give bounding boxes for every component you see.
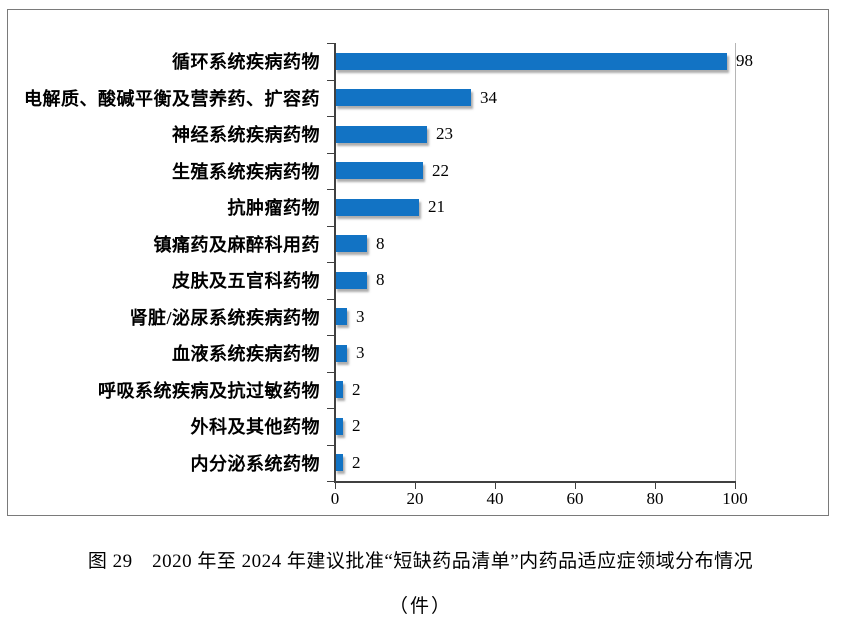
value-label: 2 bbox=[352, 452, 361, 472]
value-label: 3 bbox=[356, 343, 365, 363]
category-label: 血液系统疾病药物 bbox=[172, 344, 320, 365]
x-axis-tick-label: 0 bbox=[330, 489, 340, 508]
y-axis-tick bbox=[327, 152, 335, 154]
x-axis-tick-label: 40 bbox=[486, 489, 504, 508]
y-axis-tick bbox=[327, 408, 335, 409]
bar bbox=[335, 235, 367, 252]
chart-row: 抗肿瘤药物 21 bbox=[0, 189, 841, 226]
x-axis-tick-label: 100 bbox=[722, 489, 748, 508]
bar bbox=[335, 454, 343, 471]
bar bbox=[335, 381, 343, 398]
value-label: 8 bbox=[376, 270, 385, 290]
category-label: 抗肿瘤药物 bbox=[227, 198, 320, 219]
category-label: 外科及其他药物 bbox=[190, 417, 320, 438]
chart-row: 内分泌系统药物 2 bbox=[0, 445, 841, 482]
bar bbox=[335, 89, 471, 106]
plot-right-border bbox=[735, 43, 736, 481]
x-axis-tick-label: 60 bbox=[566, 489, 584, 508]
x-axis-tick-label: 20 bbox=[406, 489, 424, 508]
value-label: 21 bbox=[428, 197, 445, 217]
y-axis-tick bbox=[327, 371, 335, 373]
value-label: 8 bbox=[376, 233, 385, 253]
x-axis-tick bbox=[655, 483, 656, 489]
category-label: 循环系统疾病药物 bbox=[172, 52, 320, 73]
chart-row: 电解质、酸碱平衡及营养药、扩容药 34 bbox=[0, 80, 841, 117]
y-axis-tick bbox=[327, 262, 335, 263]
chart-row: 循环系统疾病药物 98 bbox=[0, 43, 841, 80]
bar bbox=[335, 198, 419, 216]
y-axis-tick bbox=[327, 43, 335, 44]
category-label: 皮肤及五官科药物 bbox=[172, 271, 320, 292]
chart-row: 皮肤及五官科药物 8 bbox=[0, 262, 841, 299]
chart-row: 神经系统疾病药物 23 bbox=[0, 116, 841, 153]
bar bbox=[335, 162, 423, 179]
bar bbox=[335, 125, 427, 143]
bar bbox=[335, 417, 343, 435]
chart-row: 呼吸系统疾病及抗过敏药物 2 bbox=[0, 372, 841, 409]
x-axis-line bbox=[334, 481, 736, 483]
value-label: 2 bbox=[352, 379, 361, 399]
bar bbox=[335, 52, 727, 70]
y-axis-line bbox=[334, 43, 336, 482]
value-label: 22 bbox=[432, 160, 449, 180]
y-axis-tick bbox=[327, 225, 335, 227]
chart-row: 肾脏/泌尿系统疾病药物 3 bbox=[0, 299, 841, 336]
x-axis-tick bbox=[495, 483, 496, 489]
y-axis-tick bbox=[327, 335, 335, 336]
category-label: 电解质、酸碱平衡及营养药、扩容药 bbox=[24, 88, 320, 109]
x-axis-tick bbox=[735, 483, 736, 489]
value-label: 34 bbox=[480, 87, 497, 107]
y-axis-tick bbox=[327, 481, 335, 482]
bar bbox=[335, 344, 347, 362]
y-axis-tick bbox=[327, 189, 335, 190]
x-axis-tick bbox=[335, 483, 336, 489]
x-axis-tick bbox=[415, 483, 416, 489]
x-axis-tick-label: 80 bbox=[646, 489, 664, 508]
chart-row: 生殖系统疾病药物 22 bbox=[0, 153, 841, 190]
value-label: 98 bbox=[736, 51, 753, 71]
value-label: 2 bbox=[352, 416, 361, 436]
category-label: 镇痛药及麻醉科用药 bbox=[153, 234, 320, 255]
bar bbox=[335, 308, 347, 325]
y-axis-tick bbox=[327, 298, 335, 300]
category-label: 呼吸系统疾病及抗过敏药物 bbox=[98, 380, 320, 401]
chart-rows: 循环系统疾病药物 98 电解质、酸碱平衡及营养药、扩容药 34 神经系统疾病药物 23 生殖… bbox=[0, 43, 841, 481]
y-axis-tick bbox=[327, 116, 335, 117]
category-label: 肾脏/泌尿系统疾病药物 bbox=[129, 307, 320, 328]
figure-caption-line2: （件） bbox=[388, 596, 452, 617]
x-axis-tick bbox=[575, 483, 576, 489]
figure-caption-line1: 图 29 2020 年至 2024 年建议批准“短缺药品清单”内药品适应症领域分… bbox=[87, 551, 754, 572]
category-label: 神经系统疾病药物 bbox=[172, 125, 320, 146]
chart-row: 血液系统疾病药物 3 bbox=[0, 335, 841, 372]
y-axis-tick bbox=[327, 79, 335, 81]
bar bbox=[335, 271, 367, 289]
value-label: 3 bbox=[356, 306, 365, 326]
chart-row: 外科及其他药物 2 bbox=[0, 408, 841, 445]
category-label: 内分泌系统药物 bbox=[190, 453, 320, 474]
y-axis-tick bbox=[327, 444, 335, 446]
value-label: 23 bbox=[436, 124, 453, 144]
chart-row: 镇痛药及麻醉科用药 8 bbox=[0, 226, 841, 263]
category-label: 生殖系统疾病药物 bbox=[172, 161, 320, 182]
